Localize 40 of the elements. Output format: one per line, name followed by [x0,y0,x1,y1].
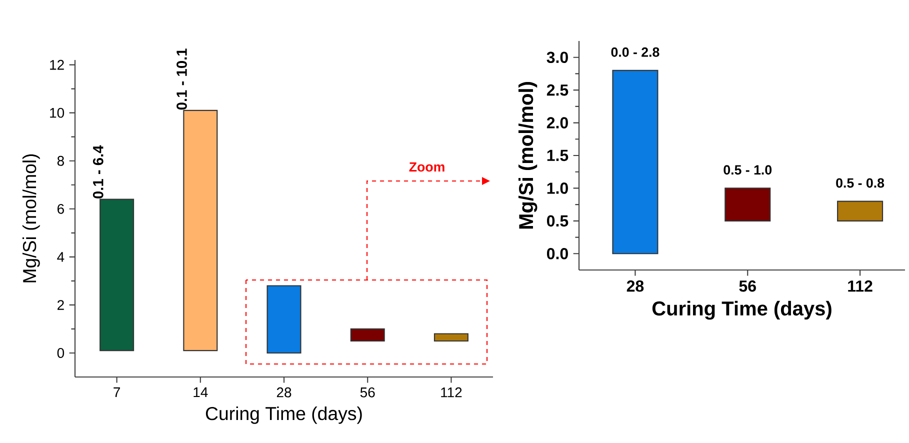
y-tick-label: 6 [58,204,64,214]
y-tick-label: 1.0 [547,182,568,194]
annotation: 0.0 - 2.8 [611,47,660,57]
x-axis-title: Curing Time (days) [652,300,832,320]
y-tick-label: 0.0 [546,248,568,260]
y-tick-label: 2 [58,300,64,310]
bar [183,110,218,352]
bar [724,188,771,222]
annotation: 0.5 - 0.8 [836,178,884,188]
bar [350,328,385,342]
y-tick-label: 2.0 [546,117,568,128]
x-tick-label: 28 [276,387,292,398]
bar [837,200,884,222]
y-tick-label: 3.0 [546,52,568,64]
bar [434,333,468,342]
y-axis-title: Mg/Si (mol/mol) [22,154,40,282]
x-tick-label: 56 [360,387,375,398]
y-tick-label: 10 [50,108,64,118]
annotation: 0.1 - 6.4 [92,145,104,198]
annotation: 0.5 - 1.0 [724,165,772,175]
bar [612,70,658,254]
annotation: Zoom [409,162,444,172]
y-tick-label: 0 [57,348,64,358]
annotation: 0.1 - 10.1 [176,48,187,110]
y-tick-label: 1.5 [547,150,568,162]
bar [100,198,134,352]
x-tick-label: 28 [626,280,644,292]
y-tick-label: 0.5 [546,215,568,227]
x-tick-label: 14 [194,387,208,398]
x-axis-title: Curing Time (days) [206,406,362,424]
x-tick-label: 112 [441,387,462,398]
y-tick-label: 12 [50,60,64,70]
y-axis-title: Mg/Si (mol/mol) [518,82,538,229]
y-tick-label: 4 [57,252,64,262]
bar [266,285,302,354]
y-tick-label: 2.5 [546,84,568,96]
x-tick-label: 56 [739,280,756,292]
x-tick-label: 7 [114,387,120,398]
x-tick-label: 112 [848,280,872,292]
y-tick-label: 8 [57,156,64,166]
